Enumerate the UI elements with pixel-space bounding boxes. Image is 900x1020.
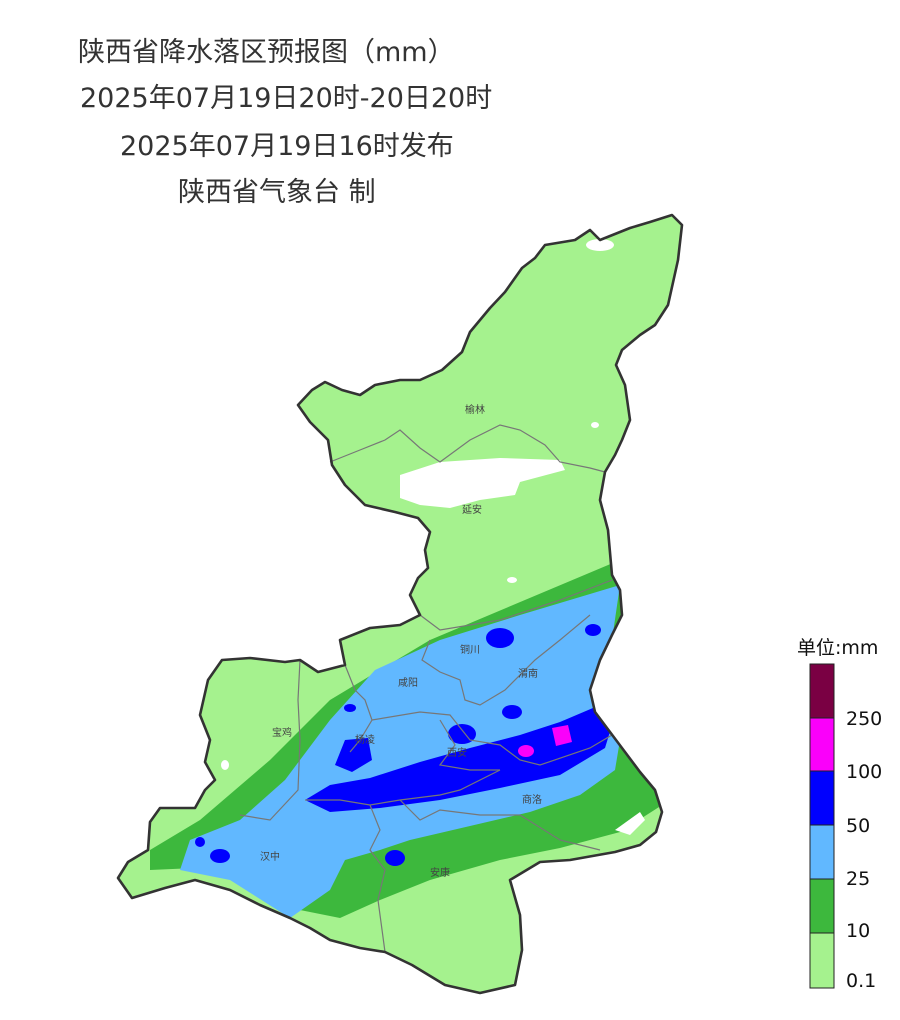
rainstorm-zone-west: [335, 738, 372, 772]
rainstorm-cell: [486, 628, 514, 648]
no-rain-zone: [586, 239, 614, 251]
legend-label: 0.1: [846, 970, 877, 992]
no-rain-zone: [591, 422, 599, 428]
forecast-period: 2025年07月19日20时-20日20时: [80, 83, 493, 114]
legend-label: 250: [846, 708, 883, 730]
legend-color-bar: [809, 663, 835, 989]
city-label-weinan: 渭南: [518, 667, 538, 680]
no-rain-zone: [615, 812, 645, 835]
rainstorm-cell: [385, 850, 405, 866]
city-label-yangling: 杨凌: [355, 733, 375, 746]
legend-swatch-10-25: [809, 878, 835, 934]
city-label-xianyang: 咸阳: [398, 677, 418, 689]
city-label-yulin: 榆林: [465, 403, 485, 416]
rainstorm-cell: [585, 624, 601, 636]
rainstorm-cell: [195, 837, 205, 847]
city-label-baoji: 宝鸡: [272, 726, 292, 739]
rainstorm-cell: [502, 705, 522, 719]
legend-label: 10: [846, 920, 871, 942]
city-label-tongchuan: 铜川: [460, 644, 480, 656]
no-rain-zone: [507, 577, 517, 583]
heavy-rainstorm-zone: [552, 725, 572, 746]
legend-title: 单位:mm: [797, 637, 879, 659]
city-label-shangluo: 商洛: [522, 793, 542, 806]
city-label-ankang: 安康: [430, 866, 450, 879]
no-rain-zone: [400, 458, 565, 508]
legend-swatch-100-250: [809, 717, 835, 772]
rainstorm-cell: [210, 849, 230, 863]
province-border: [116, 213, 684, 995]
legend-label: 25: [846, 868, 871, 890]
map-title: 陕西省降水落区预报图（mm）: [78, 37, 455, 68]
city-label-xian: 西安: [447, 746, 467, 759]
no-rain-zone: [221, 760, 229, 770]
legend-swatch-0.1-10: [809, 932, 835, 989]
legend-label: 100: [846, 761, 883, 783]
city-label-hanzhong: 汉中: [260, 850, 280, 863]
rainstorm-cell: [344, 704, 356, 712]
rainstorm-zone: [305, 705, 612, 812]
issue-time: 2025年07月19日16时发布: [120, 131, 454, 162]
heavy-rain-zone: [180, 585, 620, 918]
legend-swatch-50-100: [809, 770, 835, 826]
legend-swatch-25-50: [809, 824, 835, 880]
legend-swatch-250-plus: [809, 663, 835, 719]
legend-label: 50: [846, 815, 871, 837]
city-label-yanan: 延安: [462, 503, 482, 516]
city-boundaries: [239, 424, 613, 953]
heavy-rainstorm-cell: [518, 745, 534, 757]
issuer: 陕西省气象台 制: [178, 177, 376, 208]
